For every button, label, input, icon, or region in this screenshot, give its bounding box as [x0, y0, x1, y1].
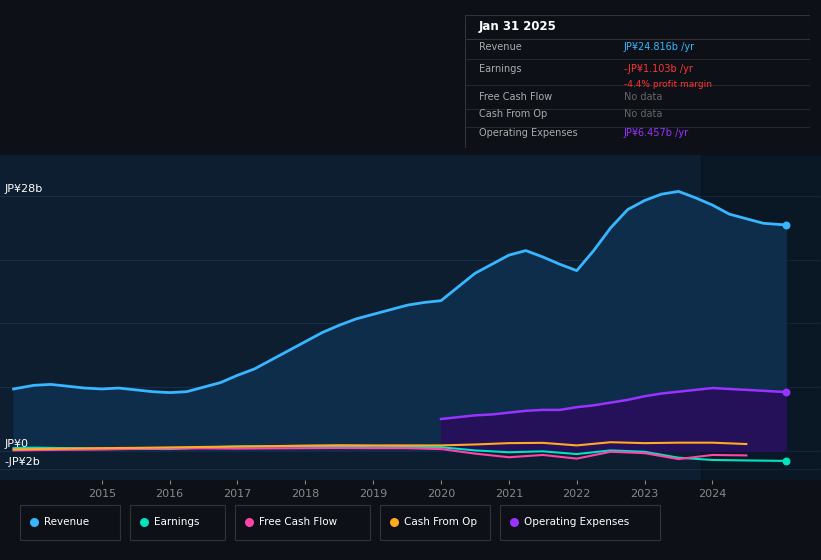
Text: Revenue: Revenue [44, 517, 89, 527]
Point [507, 517, 521, 526]
Text: No data: No data [624, 92, 662, 102]
Text: Cash From Op: Cash From Op [404, 517, 477, 527]
Bar [500, 505, 660, 540]
Point [242, 517, 255, 526]
Text: Earnings: Earnings [154, 517, 200, 527]
Text: -JP¥2b: -JP¥2b [4, 458, 40, 468]
Text: JP¥0: JP¥0 [4, 439, 28, 449]
Bar [701, 155, 821, 480]
Bar [20, 505, 120, 540]
Point [779, 221, 792, 230]
Point [779, 456, 792, 465]
Text: JP¥28b: JP¥28b [4, 184, 43, 194]
Text: No data: No data [624, 109, 662, 119]
Text: Operating Expenses: Operating Expenses [479, 128, 577, 138]
Text: Operating Expenses: Operating Expenses [524, 517, 629, 527]
Text: JP¥6.457b /yr: JP¥6.457b /yr [624, 128, 689, 138]
Text: Jan 31 2025: Jan 31 2025 [479, 20, 557, 34]
Point [779, 388, 792, 396]
Text: -4.4% profit margin: -4.4% profit margin [624, 80, 712, 89]
Bar [130, 505, 225, 540]
Text: Earnings: Earnings [479, 64, 521, 74]
Text: Revenue: Revenue [479, 41, 521, 52]
Point [137, 517, 150, 526]
Text: Free Cash Flow: Free Cash Flow [259, 517, 337, 527]
Point [388, 517, 401, 526]
Bar [380, 505, 490, 540]
Text: Cash From Op: Cash From Op [479, 109, 547, 119]
Point [27, 517, 40, 526]
Bar [235, 505, 370, 540]
Text: Free Cash Flow: Free Cash Flow [479, 92, 552, 102]
Text: JP¥24.816b /yr: JP¥24.816b /yr [624, 41, 695, 52]
Text: -JP¥1.103b /yr: -JP¥1.103b /yr [624, 64, 693, 74]
